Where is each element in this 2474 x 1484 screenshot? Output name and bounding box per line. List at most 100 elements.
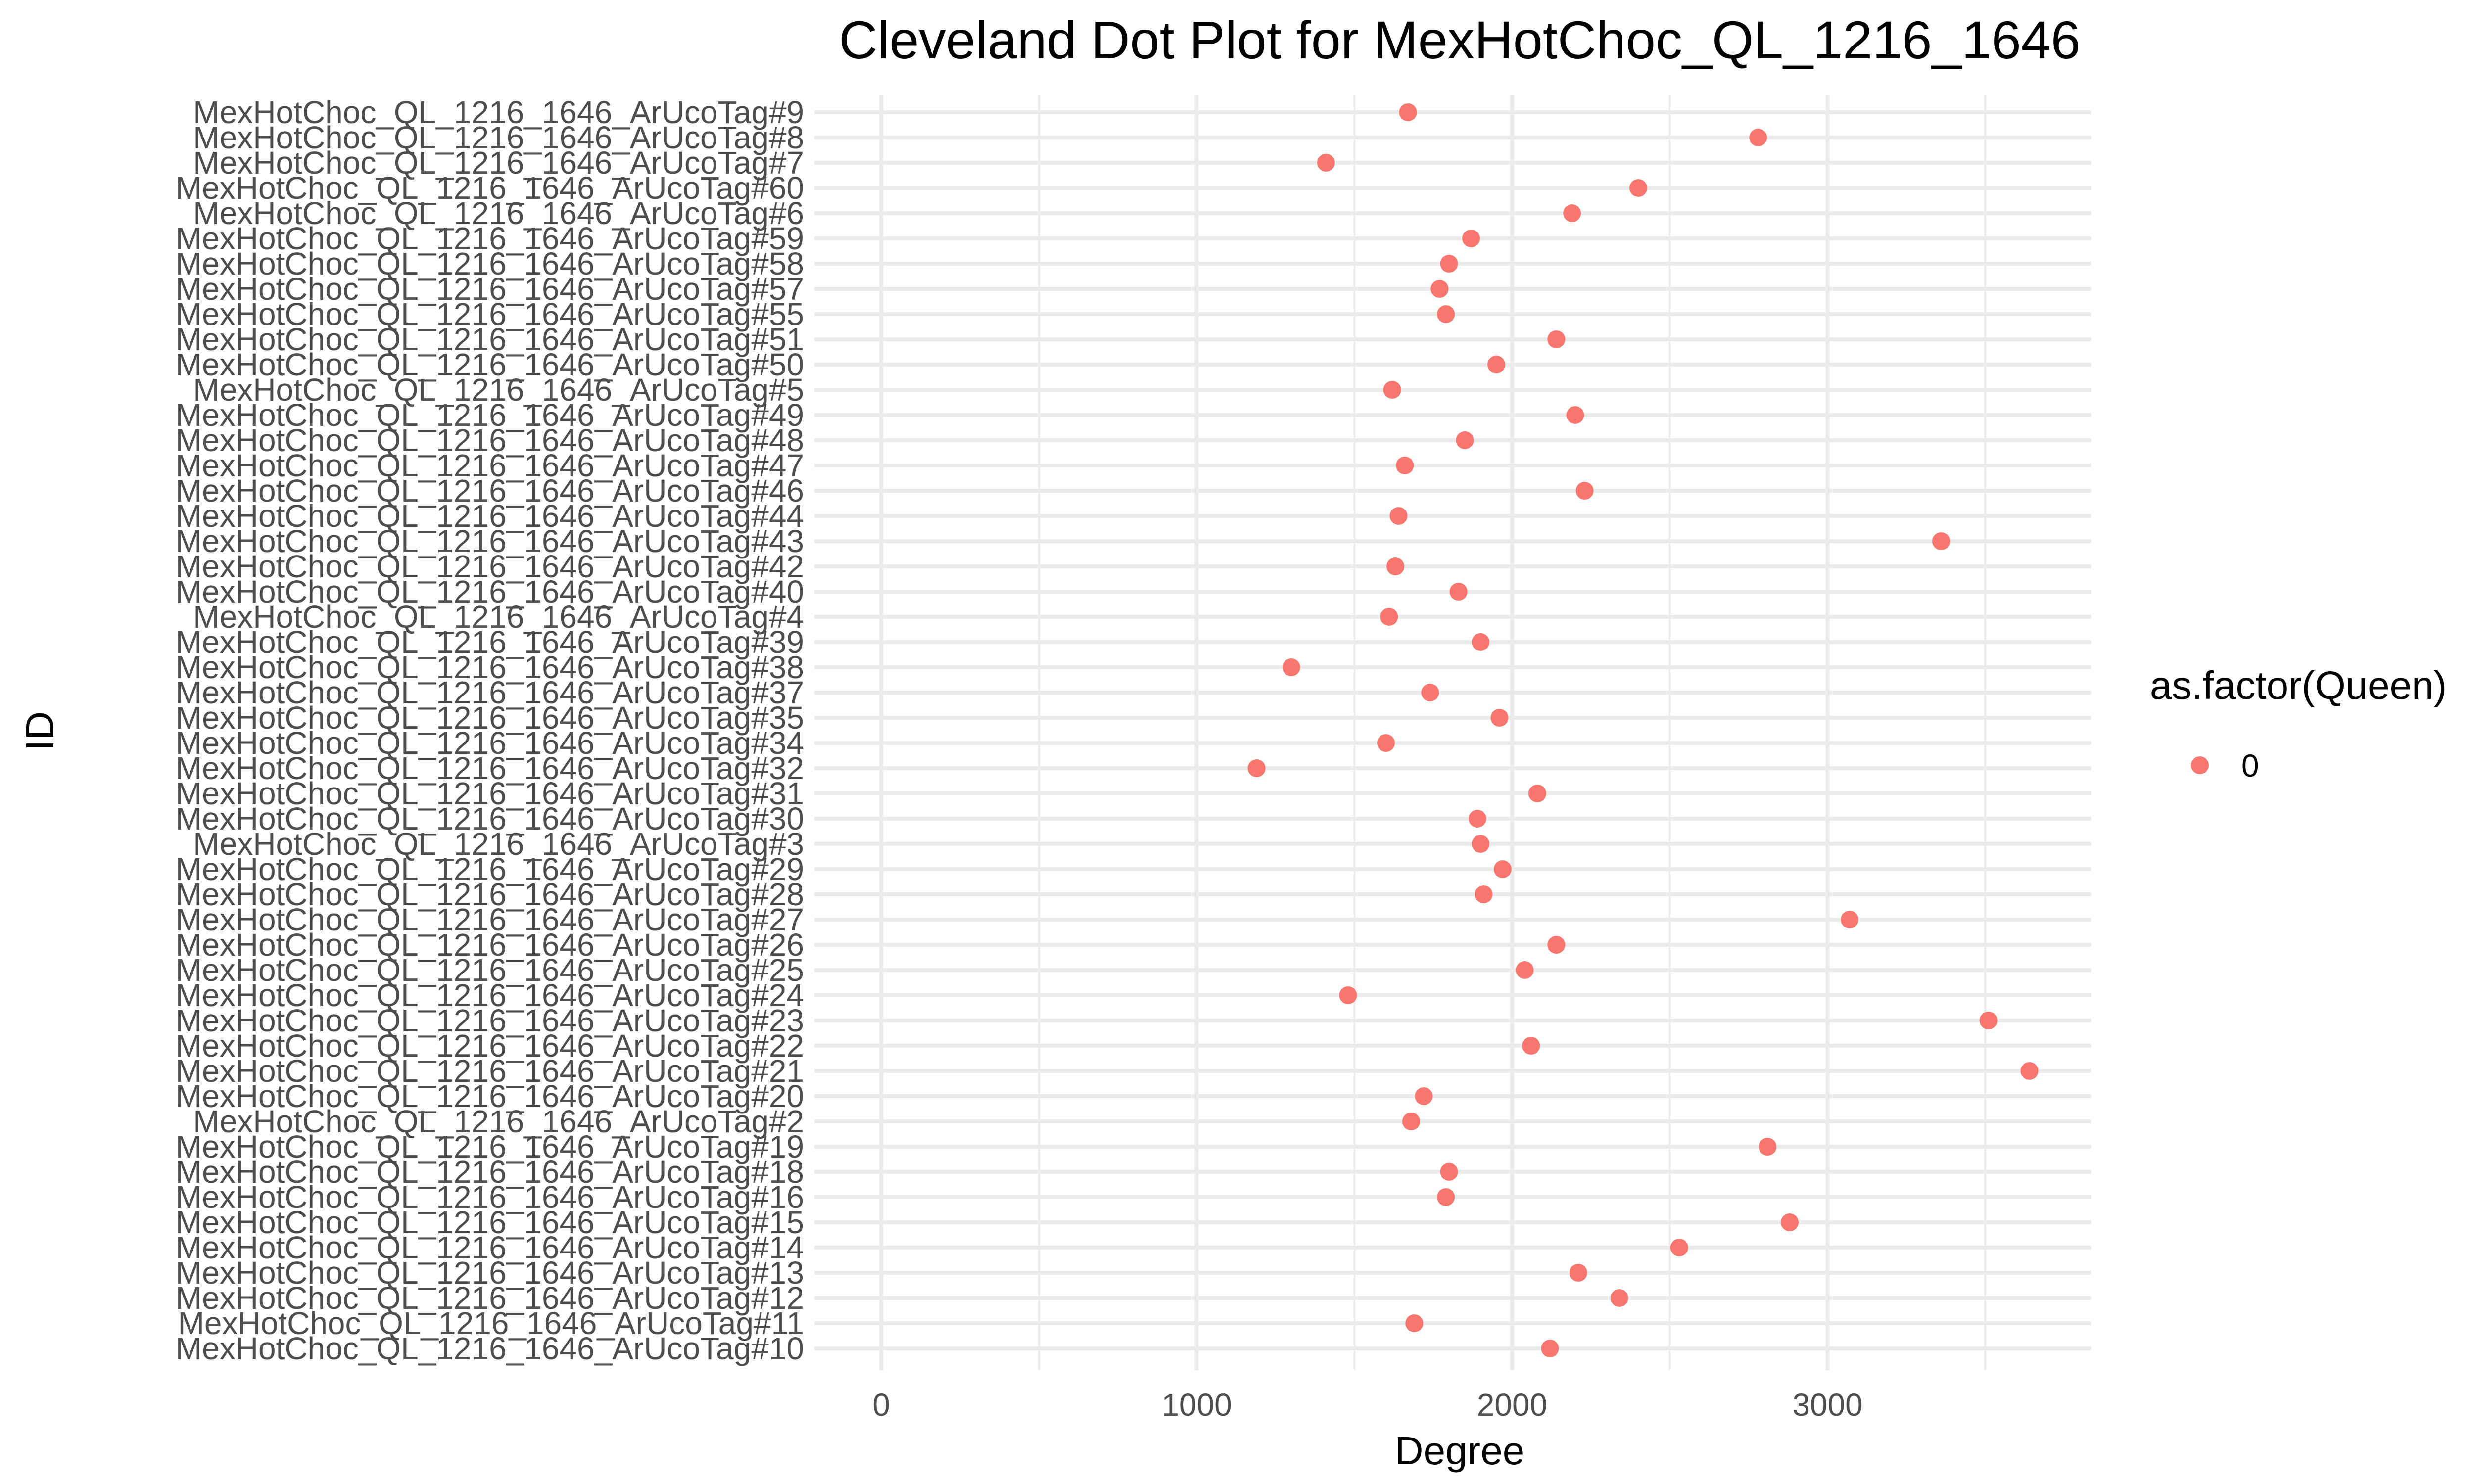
data-point bbox=[1979, 1012, 1998, 1029]
y-tick-label: MexHotChoc_QL_1216_1646_ArUcoTag#21 bbox=[176, 1053, 804, 1089]
y-tick-label: MexHotChoc_QL_1216_1646_ArUcoTag#37 bbox=[176, 675, 804, 710]
y-tick-label: MexHotChoc_QL_1216_1646_ArUcoTag#47 bbox=[176, 448, 804, 483]
data-point bbox=[1472, 633, 1490, 651]
data-point bbox=[1528, 785, 1546, 802]
y-tick-label: MexHotChoc_QL_1216_1646_ArUcoTag#11 bbox=[178, 1305, 804, 1341]
y-tick-label: MexHotChoc_QL_1216_1646_ArUcoTag#46 bbox=[176, 473, 804, 509]
y-tick-label: MexHotChoc_QL_1216_1646_ArUcoTag#35 bbox=[176, 700, 804, 736]
y-tick-label: MexHotChoc_QL_1216_1646_ArUcoTag#59 bbox=[176, 221, 804, 256]
y-tick-label: MexHotChoc_QL_1216_1646_ArUcoTag#15 bbox=[176, 1205, 804, 1240]
y-tick-label: MexHotChoc_QL_1216_1646_ArUcoTag#28 bbox=[176, 877, 804, 912]
data-point bbox=[1670, 1239, 1688, 1256]
y-tick-label: MexHotChoc_QL_1216_1646_ArUcoTag#9 bbox=[193, 94, 804, 130]
y-tick-label: MexHotChoc_QL_1216_1646_ArUcoTag#55 bbox=[176, 296, 804, 332]
y-tick-label: MexHotChoc_QL_1216_1646_ArUcoTag#38 bbox=[176, 649, 804, 685]
y-tick-label: MexHotChoc_QL_1216_1646_ArUcoTag#29 bbox=[176, 851, 804, 887]
data-point bbox=[1449, 583, 1468, 601]
data-point bbox=[1440, 1163, 1458, 1181]
data-point bbox=[1380, 608, 1398, 626]
data-point bbox=[1490, 709, 1509, 727]
x-tick-label: 2000 bbox=[1477, 1387, 1547, 1423]
data-point bbox=[1421, 684, 1439, 701]
data-point bbox=[1541, 1340, 1559, 1357]
data-point bbox=[1415, 1087, 1433, 1105]
data-point bbox=[1547, 936, 1566, 954]
y-tick-label: MexHotChoc_QL_1216_1646_ArUcoTag#39 bbox=[176, 624, 804, 660]
y-tick-label: MexHotChoc_QL_1216_1646_ArUcoTag#7 bbox=[193, 145, 804, 181]
y-tick-label: MexHotChoc_QL_1216_1646_ArUcoTag#23 bbox=[176, 1003, 804, 1038]
y-tick-label: MexHotChoc_QL_1216_1646_ArUcoTag#24 bbox=[176, 977, 804, 1013]
y-tick-label: MexHotChoc_QL_1216_1646_ArUcoTag#49 bbox=[176, 397, 804, 433]
y-tick-label: MexHotChoc_QL_1216_1646_ArUcoTag#44 bbox=[176, 498, 804, 534]
y-tick-label: MexHotChoc_QL_1216_1646_ArUcoTag#22 bbox=[176, 1028, 804, 1064]
y-tick-label: MexHotChoc_QL_1216_1646_ArUcoTag#58 bbox=[176, 246, 804, 281]
y-tick-label: MexHotChoc_QL_1216_1646_ArUcoTag#27 bbox=[176, 902, 804, 937]
legend-title: as.factor(Queen) bbox=[2150, 663, 2447, 707]
x-tick-label: 1000 bbox=[1161, 1387, 1232, 1423]
data-point bbox=[1339, 986, 1357, 1004]
data-point bbox=[2020, 1062, 2039, 1080]
data-point bbox=[1749, 129, 1767, 146]
data-point bbox=[1440, 255, 1458, 273]
y-tick-label: MexHotChoc_QL_1216_1646_ArUcoTag#40 bbox=[176, 574, 804, 609]
legend-label: 0 bbox=[2241, 748, 2259, 784]
y-tick-label: MexHotChoc_QL_1216_1646_ArUcoTag#10 bbox=[176, 1331, 804, 1366]
y-tick-label: MexHotChoc_QL_1216_1646_ArUcoTag#30 bbox=[176, 801, 804, 836]
data-point bbox=[1317, 154, 1335, 172]
data-point bbox=[1610, 1289, 1628, 1307]
data-point bbox=[1781, 1213, 1799, 1231]
y-tick-label: MexHotChoc_QL_1216_1646_ArUcoTag#20 bbox=[176, 1078, 804, 1114]
data-point bbox=[1405, 1314, 1424, 1332]
data-point bbox=[1402, 1113, 1420, 1130]
y-tick-label: MexHotChoc_QL_1216_1646_ArUcoTag#2 bbox=[193, 1104, 804, 1139]
data-point bbox=[1396, 457, 1414, 474]
x-tick-label: 0 bbox=[872, 1387, 890, 1423]
y-tick-label: MexHotChoc_QL_1216_1646_ArUcoTag#25 bbox=[176, 952, 804, 988]
y-tick-label: MexHotChoc_QL_1216_1646_ArUcoTag#6 bbox=[193, 195, 804, 231]
data-point bbox=[1456, 431, 1474, 449]
y-tick-label: MexHotChoc_QL_1216_1646_ArUcoTag#32 bbox=[176, 750, 804, 786]
y-tick-label: MexHotChoc_QL_1216_1646_ArUcoTag#19 bbox=[176, 1129, 804, 1164]
data-point bbox=[1566, 406, 1584, 424]
y-tick-label: MexHotChoc_QL_1216_1646_ArUcoTag#57 bbox=[176, 271, 804, 307]
y-tick-label: MexHotChoc_QL_1216_1646_ArUcoTag#14 bbox=[176, 1230, 804, 1265]
y-tick-label: MexHotChoc_QL_1216_1646_ArUcoTag#42 bbox=[176, 549, 804, 584]
data-point bbox=[1516, 961, 1534, 979]
y-tick-label: MexHotChoc_QL_1216_1646_ArUcoTag#60 bbox=[176, 170, 804, 206]
data-point bbox=[1472, 835, 1490, 853]
y-tick-label: MexHotChoc_QL_1216_1646_ArUcoTag#3 bbox=[193, 826, 804, 862]
y-tick-label: MexHotChoc_QL_1216_1646_ArUcoTag#48 bbox=[176, 422, 804, 458]
data-point bbox=[1759, 1138, 1777, 1156]
y-tick-label: MexHotChoc_QL_1216_1646_ArUcoTag#31 bbox=[176, 776, 804, 811]
y-tick-label: MexHotChoc_QL_1216_1646_ArUcoTag#16 bbox=[176, 1179, 804, 1215]
chart-title: Cleveland Dot Plot for MexHotChoc_QL_121… bbox=[839, 10, 2081, 70]
data-point bbox=[1247, 759, 1266, 777]
x-axis-tick-labels: 0 1000 2000 3000 bbox=[872, 1387, 1862, 1423]
legend-key-point bbox=[2191, 756, 2209, 774]
y-tick-label: MexHotChoc_QL_1216_1646_ArUcoTag#8 bbox=[193, 120, 804, 155]
data-point bbox=[1522, 1037, 1540, 1055]
data-point bbox=[1399, 103, 1417, 121]
data-point bbox=[1841, 911, 1859, 928]
data-point bbox=[1629, 179, 1647, 197]
data-point bbox=[1547, 330, 1566, 348]
data-point bbox=[1377, 734, 1395, 752]
data-point bbox=[1493, 860, 1512, 878]
data-point bbox=[1487, 356, 1506, 373]
y-tick-label: MexHotChoc_QL_1216_1646_ArUcoTag#51 bbox=[176, 322, 804, 357]
data-point bbox=[1462, 230, 1480, 247]
y-tick-label: MexHotChoc_QL_1216_1646_ArUcoTag#4 bbox=[193, 599, 804, 635]
y-tick-label: MexHotChoc_QL_1216_1646_ArUcoTag#13 bbox=[176, 1255, 804, 1291]
y-tick-label: MexHotChoc_QL_1216_1646_ArUcoTag#12 bbox=[176, 1280, 804, 1316]
data-point bbox=[1575, 482, 1594, 500]
data-point bbox=[1430, 280, 1449, 298]
data-point bbox=[1475, 885, 1493, 903]
y-tick-label: MexHotChoc_QL_1216_1646_ArUcoTag#50 bbox=[176, 347, 804, 382]
y-tick-label: MexHotChoc_QL_1216_1646_ArUcoTag#34 bbox=[176, 725, 804, 761]
data-point bbox=[1437, 1188, 1455, 1206]
data-point bbox=[1468, 810, 1486, 828]
data-point bbox=[1932, 532, 1950, 550]
y-tick-label: MexHotChoc_QL_1216_1646_ArUcoTag#5 bbox=[193, 372, 804, 408]
data-point bbox=[1389, 507, 1408, 525]
data-point bbox=[1383, 381, 1401, 399]
